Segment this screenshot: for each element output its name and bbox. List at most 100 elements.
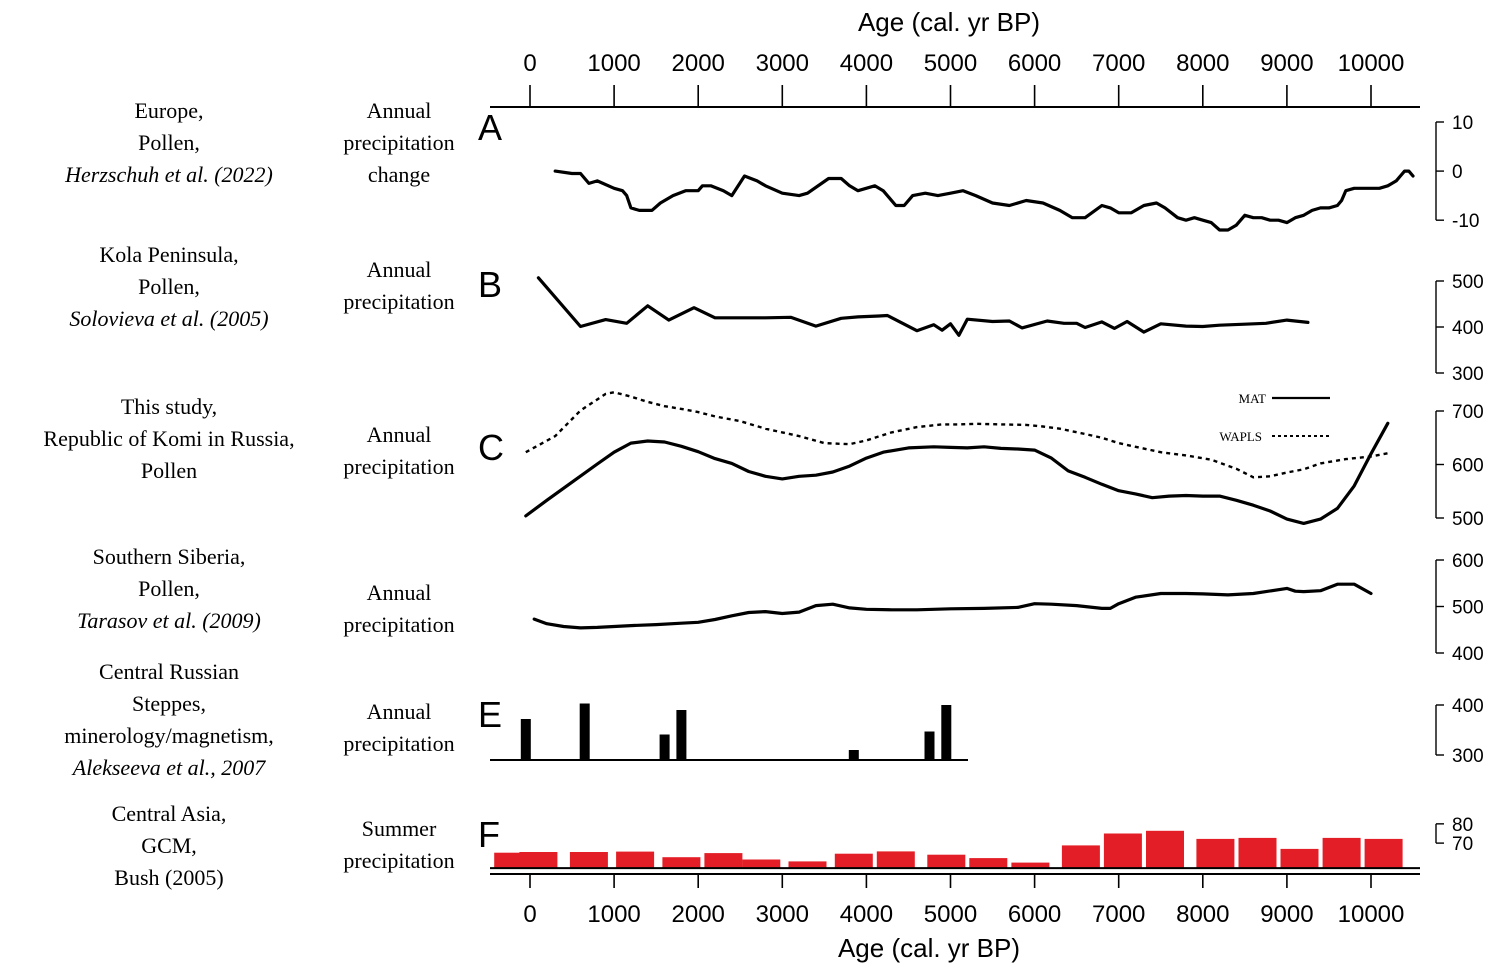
panel-title-e: precipitation [343, 731, 454, 756]
source-label-e: Steppes, [132, 691, 206, 716]
bar [616, 851, 655, 869]
bar [1103, 833, 1142, 869]
panel-title-f: precipitation [343, 848, 454, 873]
y-axis-tick-label: 10 [1452, 113, 1473, 134]
bar [1364, 838, 1403, 869]
panel-letter: B [478, 264, 502, 305]
bottom-age-axis: Age (cal. yr BP) 0 1000 2000 3000 4000 5000 60… [490, 873, 1420, 963]
bottom-axis-tick-label: 10000 [1338, 901, 1405, 928]
bottom-axis-tick-label: 8000 [1176, 901, 1229, 928]
bottom-axis-tick-label: 1000 [587, 901, 640, 928]
bar [924, 731, 935, 760]
bottom-axis-tick-label: 0 [523, 901, 536, 928]
panel-c: C 700 600 500 MAT WAPLS [478, 391, 1484, 530]
y-axis-tick-label: 80 [1452, 815, 1473, 836]
panel-title-a: Annual [367, 98, 432, 123]
y-axis-tick-label: 300 [1452, 746, 1484, 767]
panel-title-a: precipitation [343, 130, 454, 155]
panel-a: A 10 0 -10 [478, 107, 1479, 232]
source-label-d: Tarasov et al. (2009) [77, 608, 261, 633]
y-axis-tick-label: 500 [1452, 272, 1484, 293]
y-axis-tick-label: 700 [1452, 402, 1484, 423]
y-axis-tick-label: 500 [1452, 509, 1484, 530]
top-axis-tick-label: 6000 [1008, 50, 1061, 77]
y-axis-tick-label: 70 [1452, 834, 1473, 855]
source-label-c: Republic of Komi in Russia, [43, 426, 294, 451]
bar [876, 851, 915, 869]
y-axis-tick-label: -10 [1452, 211, 1479, 232]
bar [569, 852, 608, 869]
panel-b: B 500 400 300 [478, 264, 1484, 385]
source-label-e: minerology/magnetism, [64, 723, 274, 748]
panel-title-c: precipitation [343, 454, 454, 479]
top-age-axis: Age (cal. yr BP) 0 1000 2000 3000 4000 5000 60… [490, 7, 1420, 108]
bottom-axis-tick-label: 6000 [1008, 901, 1061, 928]
source-label-b: Solovieva et al. (2005) [69, 306, 268, 331]
bar [1061, 845, 1100, 869]
source-label-f: Bush (2005) [114, 865, 223, 890]
top-axis-tick-label: 3000 [756, 50, 809, 77]
panel-title-e: Annual [367, 699, 432, 724]
panel-title-b: Annual [367, 257, 432, 282]
panel-letter: C [478, 427, 504, 468]
panel-title-d: Annual [367, 580, 432, 605]
bar [519, 852, 558, 869]
panel-title-c: Annual [367, 422, 432, 447]
source-label-a: Europe, [134, 98, 203, 123]
bottom-axis-title: Age (cal. yr BP) [838, 933, 1020, 963]
bottom-axis-tick-label: 7000 [1092, 901, 1145, 928]
bar [1146, 830, 1184, 869]
bar [788, 861, 827, 869]
top-axis-tick-label: 9000 [1260, 50, 1313, 77]
panel-letter: F [478, 814, 500, 855]
panel-letter: E [478, 694, 502, 735]
source-label-d: Pollen, [138, 576, 200, 601]
series-line-mat [524, 421, 1390, 526]
series-line-a [553, 169, 1415, 232]
panel-title-b: precipitation [343, 289, 454, 314]
source-label-a: Herzschuh et al. (2022) [64, 162, 273, 187]
top-axis-tick-label: 2000 [672, 50, 725, 77]
source-label-c: Pollen [141, 458, 197, 483]
source-label-e: Alekseeva et al., 2007 [71, 755, 266, 780]
y-axis-tick-label: 600 [1452, 456, 1484, 477]
top-axis-title: Age (cal. yr BP) [858, 7, 1040, 37]
bottom-axis-tick-label: 4000 [840, 901, 893, 928]
bottom-axis-tick-label: 2000 [672, 901, 725, 928]
bar [520, 719, 531, 760]
bar [659, 734, 670, 760]
source-label-c: This study, [121, 394, 217, 419]
bar [848, 750, 859, 760]
bar [676, 710, 687, 760]
legend-label-mat: MAT [1239, 391, 1267, 406]
panel-letter: A [478, 107, 502, 148]
bar [834, 853, 873, 869]
series-line-b [536, 276, 1310, 337]
source-label-d: Southern Siberia, [93, 544, 246, 569]
panel-d: 600 500 400 [532, 551, 1484, 665]
top-axis-tick-label: 7000 [1092, 50, 1145, 77]
panel-title-f: Summer [362, 816, 437, 841]
panel-title-d: precipitation [343, 612, 454, 637]
bar [1280, 848, 1319, 869]
bottom-axis-tick-label: 5000 [924, 901, 977, 928]
y-axis-tick-label: 600 [1452, 551, 1484, 572]
top-axis-tick-label: 10000 [1338, 50, 1405, 77]
chart-panels: A 10 0 -10 B 500 400 300 C 700 600 500 MAT WAPLS 600 50… [478, 107, 1484, 870]
source-label-f: GCM, [141, 833, 197, 858]
y-axis-tick-label: 400 [1452, 644, 1484, 665]
bar [969, 858, 1008, 869]
bar [1238, 837, 1277, 869]
bottom-axis-tick-label: 9000 [1260, 901, 1313, 928]
top-axis-tick-label: 8000 [1176, 50, 1229, 77]
panel-titles: Annual precipitation change Annual precipita… [343, 98, 454, 873]
bar [742, 859, 781, 869]
top-axis-tick-label: 1000 [587, 50, 640, 77]
legend-label-wapls: WAPLS [1219, 429, 1262, 444]
bar [1196, 838, 1235, 869]
bottom-axis-tick-label: 3000 [756, 901, 809, 928]
panel-e: E 400 300 [478, 694, 1484, 767]
source-label-b: Kola Peninsula, [99, 242, 238, 267]
